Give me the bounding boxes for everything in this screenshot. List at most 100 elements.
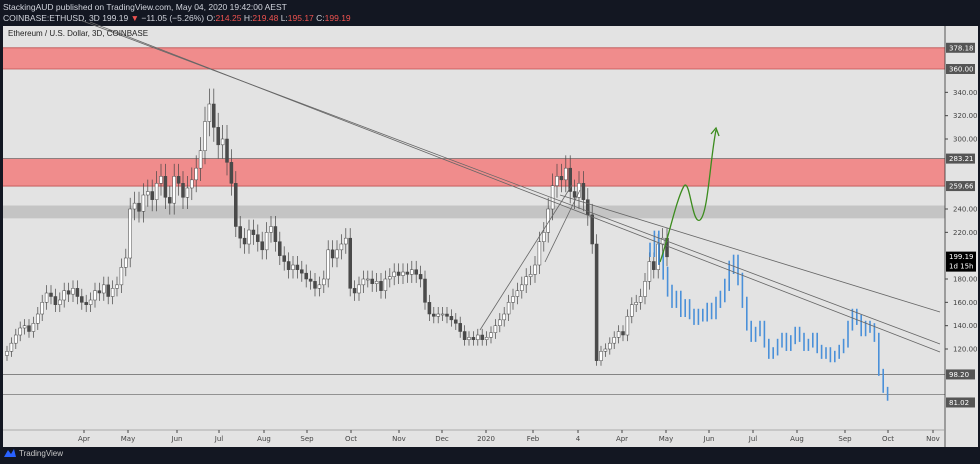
candle	[594, 243, 599, 361]
candle	[234, 183, 238, 227]
time-tick: 4	[576, 435, 581, 443]
candle	[489, 332, 493, 338]
candle	[515, 290, 520, 297]
time-tick: Oct	[345, 435, 357, 443]
time-tick: Nov	[392, 435, 406, 443]
candle	[352, 288, 357, 294]
candle	[612, 337, 616, 344]
candle	[256, 234, 260, 242]
candle	[599, 351, 603, 361]
candle	[458, 323, 462, 332]
low-value: 195.17	[287, 13, 314, 23]
candle	[449, 316, 454, 321]
candle	[229, 162, 234, 184]
candle	[278, 241, 282, 256]
tradingview-logo-icon	[4, 449, 16, 457]
candle	[119, 267, 124, 286]
candle	[480, 334, 484, 340]
candle	[559, 176, 564, 181]
candle	[203, 121, 207, 151]
candle	[555, 176, 559, 186]
price-tick: 240.00	[953, 206, 978, 214]
candle	[106, 284, 110, 297]
candle	[49, 292, 53, 297]
candle	[18, 327, 22, 336]
candle	[348, 237, 352, 289]
candle	[511, 296, 515, 303]
candle	[379, 281, 383, 291]
low-label: L:	[280, 13, 288, 23]
candle	[115, 284, 119, 289]
candle	[84, 302, 88, 305]
candle	[586, 199, 590, 216]
candle	[168, 197, 172, 204]
candle	[176, 176, 181, 184]
candle	[339, 243, 344, 251]
candle	[251, 229, 256, 235]
time-tick: 2020	[477, 435, 495, 443]
price-tick: 140.00	[953, 322, 978, 330]
price-label: 360.00	[949, 66, 974, 74]
candle	[608, 342, 612, 350]
high-value: 219.48	[252, 13, 279, 23]
price-tick: 180.00	[953, 276, 978, 284]
candle	[110, 288, 115, 297]
candle	[194, 167, 198, 181]
price-label: 283.21	[949, 155, 974, 163]
candle	[14, 334, 18, 344]
candle	[322, 278, 326, 286]
price-tick: 300.00	[953, 136, 978, 144]
candle	[128, 208, 132, 259]
trend-line	[89, 21, 941, 353]
candle	[58, 299, 62, 305]
last-price-box	[946, 251, 976, 272]
candle	[630, 304, 634, 317]
candle	[427, 302, 432, 315]
symbol-line: COINBASE:ETHUSD, 3D 199.19 ▼ −11.05 (−5.…	[3, 13, 351, 24]
chart-header: StackingAUD published on TradingView.com…	[3, 2, 351, 24]
price-tick: 120.00	[953, 346, 978, 354]
candle	[357, 284, 361, 294]
price-label: 98.20	[949, 371, 969, 379]
change: −11.05 (−5.26%)	[141, 13, 205, 23]
candle	[317, 284, 322, 289]
time-tick: Dec	[435, 435, 449, 443]
candle	[440, 313, 445, 316]
last-price-label: 199.19	[949, 253, 974, 261]
candle	[471, 337, 476, 340]
trend-line	[479, 184, 573, 331]
chart-panel[interactable]	[3, 26, 978, 447]
candle	[590, 214, 594, 245]
time-tick: Jun	[703, 435, 715, 443]
price-label: 259.66	[949, 183, 974, 191]
time-tick: Jul	[748, 435, 758, 443]
candle	[264, 232, 269, 251]
candle	[361, 278, 366, 286]
candle	[476, 334, 480, 340]
candle	[647, 261, 652, 282]
candle	[97, 290, 102, 294]
candle	[282, 255, 286, 262]
candle	[625, 316, 630, 336]
candle	[498, 319, 502, 326]
candle	[462, 331, 467, 340]
candle	[638, 296, 643, 303]
candle	[621, 331, 625, 336]
price-label-box	[946, 181, 975, 192]
candle	[445, 313, 449, 317]
candle	[190, 179, 194, 189]
candle	[225, 138, 229, 163]
candle	[9, 342, 14, 352]
time-tick: May	[121, 435, 135, 443]
candle	[414, 269, 418, 275]
candle	[524, 276, 528, 286]
candle	[467, 337, 471, 340]
candle	[291, 264, 295, 270]
candle	[388, 276, 392, 280]
candle	[528, 274, 533, 277]
countdown-label: 1d 15h	[949, 263, 973, 271]
time-tick: May	[659, 435, 673, 443]
candle	[308, 278, 313, 282]
time-tick: Aug	[257, 435, 271, 443]
